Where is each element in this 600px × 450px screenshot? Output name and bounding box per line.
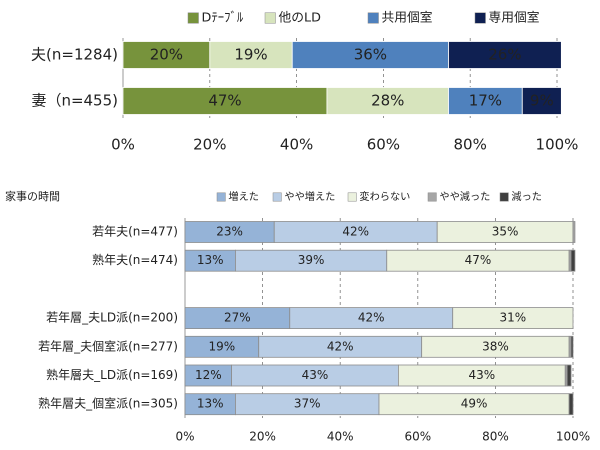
data-label: 19% <box>234 46 267 64</box>
legend-label: やや増えた <box>284 190 335 203</box>
data-label: 20% <box>150 46 183 64</box>
bar-segment <box>122 41 211 69</box>
x-tick-label: 0% <box>175 430 194 444</box>
data-label: 49% <box>461 397 488 411</box>
bar-segment <box>448 87 523 115</box>
bar-segment <box>122 87 328 115</box>
legend-marker <box>427 192 437 202</box>
x-tick-label: 100% <box>536 136 579 154</box>
legend-label: 減った <box>511 190 542 203</box>
category-label: 若年層_夫LD派(n=200) <box>46 311 178 325</box>
legend-marker <box>272 192 282 202</box>
data-label: 42% <box>342 225 369 239</box>
bar-segment <box>452 307 574 330</box>
category-label: 若年夫(n=477) <box>92 225 178 239</box>
x-tick-label: 60% <box>367 136 400 154</box>
legend-marker <box>367 12 379 24</box>
bar-segment <box>326 87 449 115</box>
category-label: 妻（n=455) <box>31 92 118 110</box>
bar-segment <box>209 41 293 69</box>
category-label: 熟年夫(n=474) <box>92 252 178 267</box>
data-label: 38% <box>482 339 509 353</box>
legend-label: 他のLD <box>279 11 322 26</box>
bar-segment <box>521 87 562 115</box>
chart-title: 家事の時間 <box>5 189 60 203</box>
data-label: 36% <box>354 46 387 64</box>
x-tick-label: 60% <box>404 430 431 444</box>
data-label: 13% <box>197 253 224 267</box>
data-label: 13% <box>197 397 224 411</box>
data-label: 23% <box>216 225 243 239</box>
data-label: 43% <box>302 368 329 382</box>
legend-marker <box>474 12 486 24</box>
data-label: 39% <box>298 253 325 267</box>
bar-segment <box>566 364 572 387</box>
legend-marker <box>347 192 357 202</box>
legend-marker <box>499 192 509 202</box>
data-label: 9% <box>530 92 554 110</box>
x-tick-label: 20% <box>249 430 276 444</box>
category-label: 若年層_夫個室派(n=277) <box>38 338 178 353</box>
legend-label: やや減った <box>439 190 490 203</box>
data-label: 28% <box>371 92 404 110</box>
data-label: 35% <box>492 225 519 239</box>
category-label: 夫(n=1284) <box>31 46 118 64</box>
x-tick-label: 40% <box>280 136 313 154</box>
data-label: 26% <box>488 46 521 64</box>
data-label: 31% <box>500 311 527 325</box>
bar-segment <box>572 221 576 243</box>
data-label: 43% <box>468 368 495 382</box>
x-tick-label: 80% <box>482 430 509 444</box>
category-label: 熟年層夫_個室派(n=305) <box>38 396 178 411</box>
bar-segment <box>570 335 574 358</box>
data-label: 37% <box>294 397 321 411</box>
legend-label: 共用個室 <box>382 10 433 26</box>
x-tick-label: 40% <box>327 430 354 444</box>
legend-label: 変わらない <box>359 190 410 203</box>
data-label: 17% <box>469 92 502 110</box>
data-label: 42% <box>327 339 354 353</box>
x-tick-label: 20% <box>193 136 226 154</box>
legend-label: 専用個室 <box>489 10 540 26</box>
bar-segment <box>570 249 576 272</box>
x-tick-label: 80% <box>454 136 487 154</box>
legend-label: 増えた <box>228 190 259 203</box>
bar-segment <box>448 41 562 69</box>
data-label: 42% <box>358 311 385 325</box>
legend-marker <box>264 12 276 24</box>
data-label: 27% <box>224 311 251 325</box>
legend-marker <box>216 192 226 202</box>
data-label: 19% <box>209 339 236 353</box>
x-tick-label: 0% <box>111 136 135 154</box>
bar-segment <box>568 393 574 416</box>
data-label: 47% <box>208 92 241 110</box>
data-label: 12% <box>195 368 222 382</box>
legend-marker <box>187 12 199 24</box>
bar-segment <box>291 41 449 69</box>
legend-label: Dﾃｰﾌﾞﾙ <box>202 11 244 26</box>
data-label: 47% <box>465 253 492 267</box>
x-tick-label: 100% <box>556 430 590 444</box>
category-label: 熟年層夫_LD派(n=169) <box>46 367 178 382</box>
